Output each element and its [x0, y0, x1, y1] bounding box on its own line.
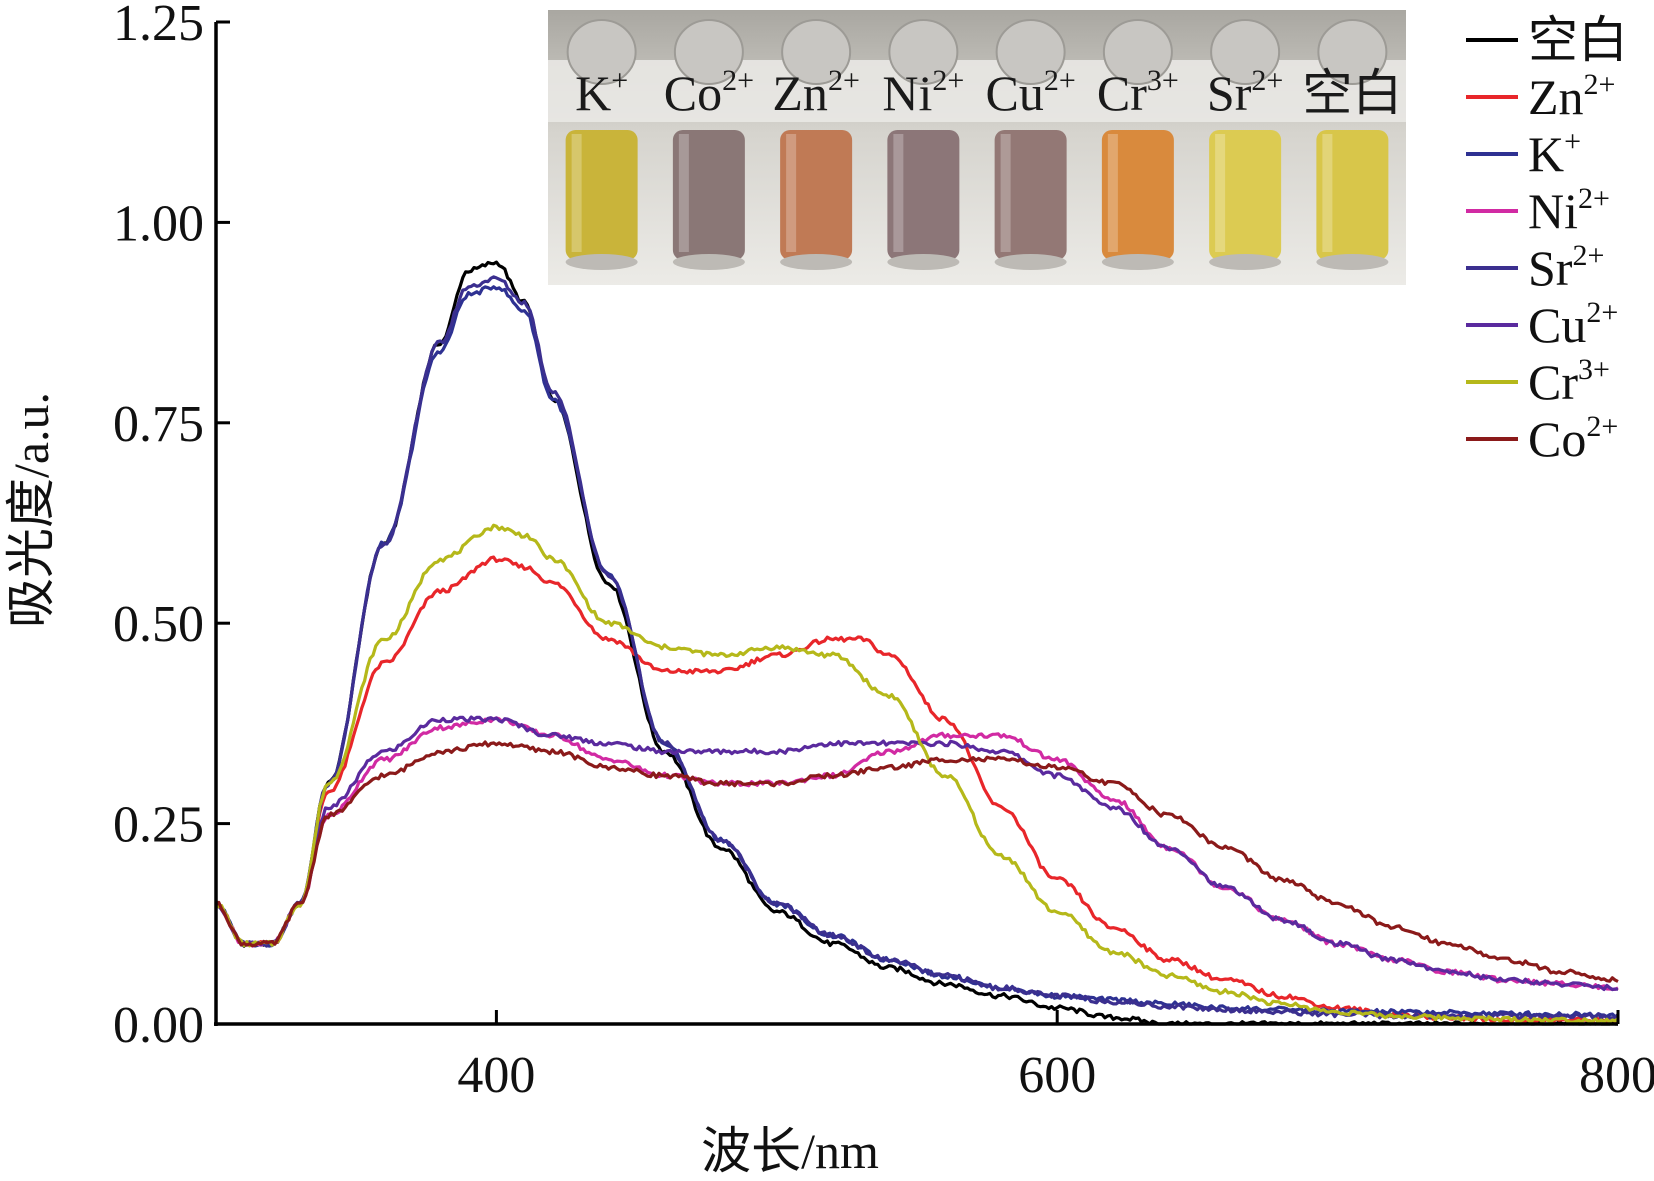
y-tick-label: 0.75 — [113, 396, 204, 453]
x-tick-label: 800 — [1579, 1047, 1654, 1104]
x-tick-label: 400 — [457, 1047, 535, 1104]
y-tick-label: 0.50 — [113, 596, 204, 653]
legend-label: Zn2+ — [1528, 68, 1615, 125]
vial-highlight — [893, 134, 904, 252]
vial-highlight — [1107, 134, 1118, 252]
vial-base — [887, 254, 960, 270]
y-axis-label: 吸光度/a.u. — [3, 392, 59, 628]
plot-lines — [215, 260, 1620, 1026]
vial-base — [672, 254, 745, 270]
vial-liquid — [565, 130, 638, 260]
series-line-7 — [215, 523, 1620, 1024]
legend-label: Co2+ — [1528, 410, 1618, 467]
y-tick-label: 1.25 — [113, 0, 204, 52]
vial-highlight — [678, 134, 689, 252]
vial-highlight — [1322, 134, 1333, 252]
vial-liquid — [887, 130, 960, 260]
legend-label: Cr3+ — [1528, 353, 1610, 410]
vial-highlight — [1215, 134, 1226, 252]
inset-vial-photo: K+ Co2+ Zn2+ Ni2+ Cu2+ Cr3+ Sr2+ 空白 — [548, 10, 1406, 285]
series-line-4 — [215, 716, 1619, 991]
series-line-5 — [215, 275, 1620, 1020]
y-tick-label: 0.25 — [113, 797, 204, 854]
legend-label: 空白 — [1528, 12, 1628, 68]
series-line-8 — [215, 740, 1619, 983]
vial-base — [565, 254, 638, 270]
vial-base — [1101, 254, 1174, 270]
axes: 0.00 0.25 0.50 0.75 1.00 1.25 400 600 800 — [113, 0, 1654, 1104]
vial-highlight — [571, 134, 582, 252]
vial-base — [994, 254, 1067, 270]
vial-label: Ni2+ — [882, 64, 964, 121]
vial-cap — [1102, 19, 1173, 85]
y-tick-label: 1.00 — [113, 195, 204, 252]
vial-liquid — [1209, 130, 1282, 260]
series-line-1 — [215, 260, 1618, 1026]
vial-base — [1316, 254, 1389, 270]
vial-highlight — [786, 134, 797, 252]
vial-cap — [1210, 19, 1281, 85]
series-line-6 — [215, 715, 1619, 992]
vial-liquid — [780, 130, 853, 260]
legend-label: Cu2+ — [1528, 296, 1618, 353]
vial-cap — [1317, 19, 1388, 85]
vial-cap — [888, 19, 959, 85]
vial-liquid — [994, 130, 1067, 260]
y-tick-label: 0.00 — [113, 997, 204, 1054]
legend-label: Sr2+ — [1528, 239, 1604, 296]
vial-base — [780, 254, 853, 270]
x-tick-label: 600 — [1018, 1047, 1096, 1104]
legend-label: Ni2+ — [1528, 182, 1610, 239]
series-line-2 — [215, 555, 1619, 1024]
vial-highlight — [1000, 134, 1011, 252]
series-line-3 — [215, 285, 1619, 1019]
vial-cap — [566, 19, 637, 85]
legend-label: K+ — [1528, 125, 1581, 182]
vial-cap — [781, 19, 852, 85]
vial-liquid — [1316, 130, 1389, 260]
vial-label: 空白 — [1302, 65, 1402, 121]
vial-liquid — [672, 130, 745, 260]
x-axis-label: 波长/nm — [701, 1123, 879, 1179]
vial-cap — [673, 19, 744, 85]
vial-liquid — [1101, 130, 1174, 260]
vial-cap — [995, 19, 1066, 85]
vial-base — [1209, 254, 1282, 270]
